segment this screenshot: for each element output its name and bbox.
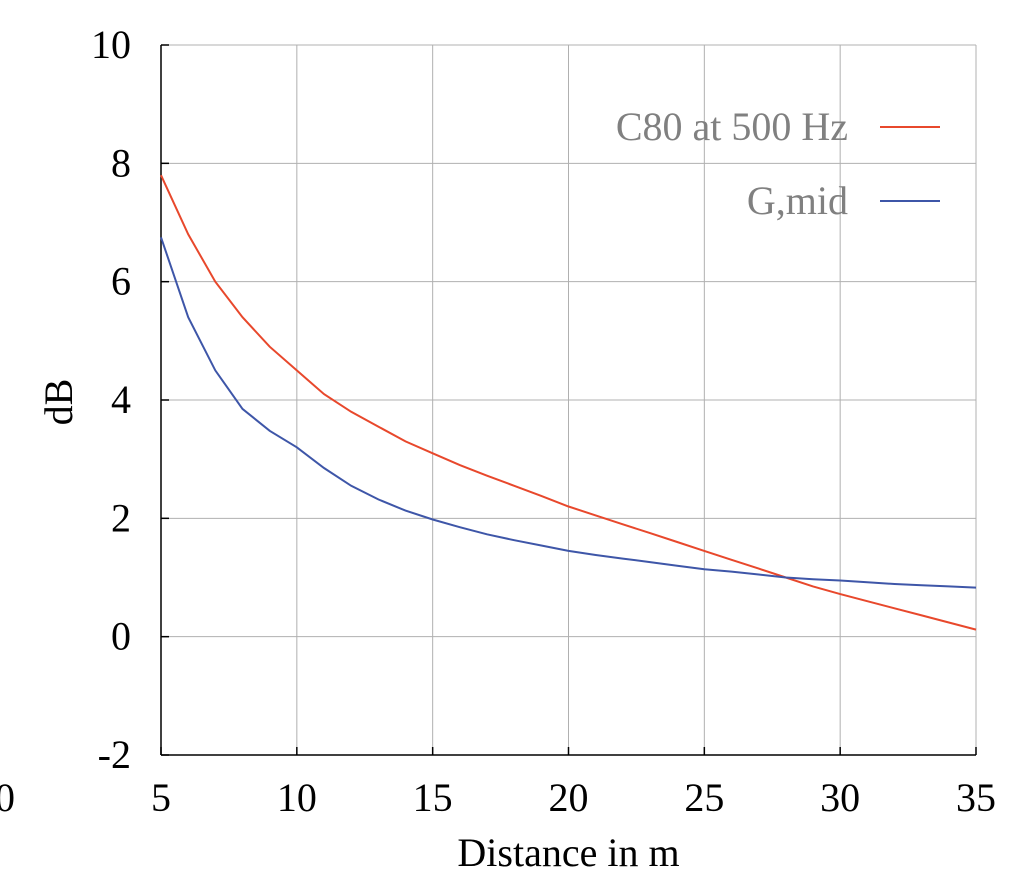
- y-tick-label: -2: [98, 732, 131, 777]
- y-axis-label: dB: [36, 379, 81, 426]
- y-tick-label: 2: [111, 495, 131, 540]
- legend-label: C80 at 500 Hz: [616, 104, 848, 149]
- series-line-gmid: [160, 236, 977, 589]
- y-tick-label: 0: [111, 614, 131, 659]
- x-tick-label: 10: [277, 775, 317, 820]
- series-line-c80: [160, 174, 977, 631]
- y-tick-label: 8: [111, 140, 131, 185]
- x-tick-label: 5: [151, 775, 171, 820]
- y-tick-label: 6: [111, 259, 131, 304]
- tick-labels: -2 0 2 4 6 8 10 5 10 15 20 25 30 35 0: [0, 22, 996, 820]
- y-tick-label: 4: [111, 377, 131, 422]
- legend-label: G,mid: [747, 178, 848, 223]
- x-tick-label: 35: [956, 775, 996, 820]
- grid: [161, 44, 977, 755]
- x-tick-label: 20: [549, 775, 589, 820]
- legend: C80 at 500 Hz G,mid: [616, 104, 940, 223]
- x-tick-label: 25: [684, 775, 724, 820]
- x-axis-label: Distance in m: [457, 830, 679, 875]
- y-tick-label: 10: [91, 22, 131, 67]
- x-tick-label: 15: [413, 775, 453, 820]
- series-group: [160, 174, 977, 631]
- axes: [160, 44, 977, 756]
- x-tick-label-clipped: 0: [0, 775, 15, 820]
- x-tick-label: 30: [820, 775, 860, 820]
